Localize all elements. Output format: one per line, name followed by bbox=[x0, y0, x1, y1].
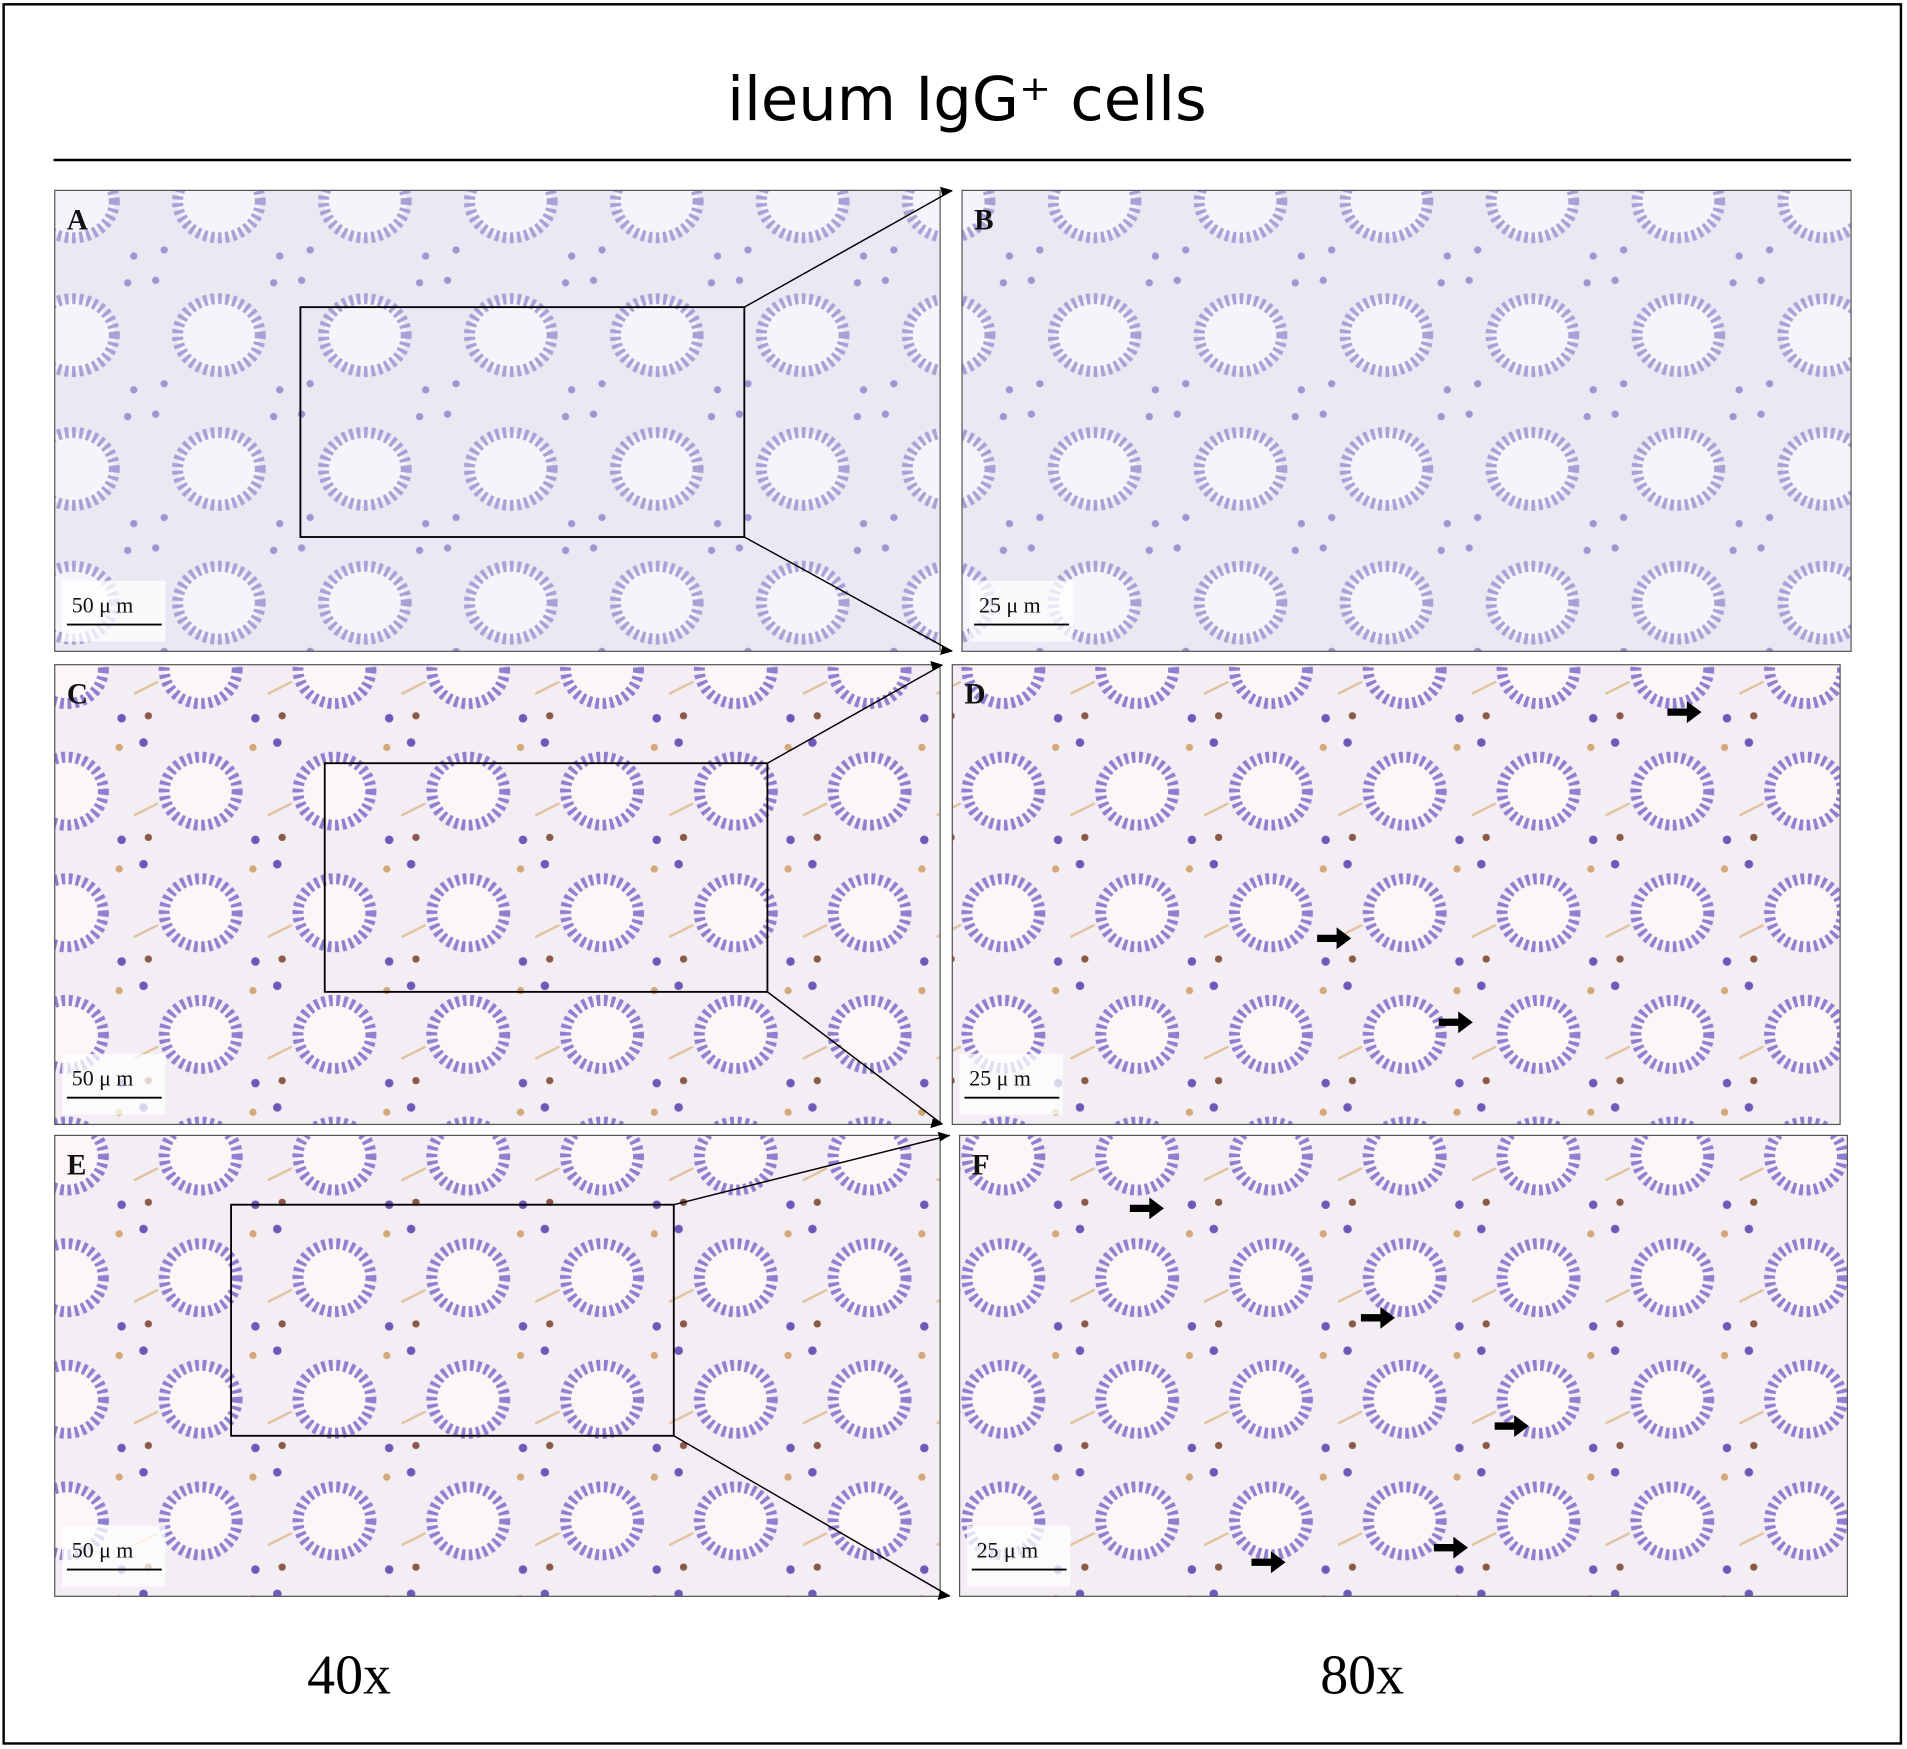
scale-bar-bg bbox=[62, 580, 166, 642]
scale-bar-bg bbox=[969, 580, 1073, 642]
micrograph bbox=[54, 189, 941, 652]
micrograph bbox=[958, 1134, 1849, 1597]
connector bbox=[743, 189, 953, 308]
connector bbox=[766, 991, 943, 1126]
inset-box bbox=[323, 762, 769, 993]
cell-arrow bbox=[1317, 927, 1352, 950]
connector bbox=[673, 1435, 951, 1597]
arrowhead bbox=[940, 645, 953, 655]
scale-bar-bg bbox=[62, 1053, 166, 1115]
cell-arrow bbox=[1360, 1306, 1395, 1329]
scale-bar-bg bbox=[959, 1053, 1063, 1115]
scale-bar-label: 25 μ m bbox=[969, 1066, 1031, 1091]
cell-arrow bbox=[1494, 1415, 1529, 1437]
column-label: 40x bbox=[307, 1645, 391, 1707]
cell-arrow bbox=[1251, 1551, 1286, 1574]
micrograph bbox=[961, 189, 1852, 652]
panel-label: F bbox=[972, 1149, 990, 1181]
scale-bar-bg bbox=[62, 1525, 166, 1587]
cell-arrow bbox=[1433, 1536, 1468, 1559]
arrowhead bbox=[937, 1590, 950, 1600]
figure-title: ileum IgG⁺ cells bbox=[727, 65, 1207, 135]
connector bbox=[743, 536, 953, 652]
cell-arrow bbox=[1129, 1197, 1164, 1220]
micrograph bbox=[54, 1134, 941, 1597]
micrograph bbox=[54, 664, 941, 1126]
panel-label: C bbox=[67, 679, 88, 711]
column-label: 80x bbox=[1320, 1645, 1404, 1707]
connector bbox=[767, 664, 943, 764]
arrowhead bbox=[930, 661, 943, 671]
arrowhead bbox=[937, 1131, 950, 1142]
inset-box bbox=[230, 1203, 675, 1437]
scale-bar-label: 50 μ m bbox=[72, 1066, 134, 1091]
panel-label: E bbox=[67, 1149, 86, 1181]
micrograph bbox=[951, 664, 1841, 1126]
panel-label: B bbox=[974, 204, 993, 236]
scale-bar-label: 50 μ m bbox=[72, 1537, 134, 1562]
cell-arrow bbox=[1438, 1011, 1473, 1034]
scale-bar-label: 25 μ m bbox=[977, 1537, 1039, 1562]
panel-label: A bbox=[67, 204, 88, 236]
cell-arrow bbox=[1667, 701, 1702, 724]
scale-bar-bg bbox=[966, 1525, 1071, 1587]
arrowhead bbox=[930, 1118, 943, 1129]
connector bbox=[673, 1134, 951, 1206]
panel-label: D bbox=[964, 679, 985, 711]
arrowhead bbox=[940, 186, 953, 197]
outer-border bbox=[2, 3, 1903, 1745]
scale-bar-label: 25 μ m bbox=[979, 592, 1041, 617]
scale-bar-label: 50 μ m bbox=[72, 592, 134, 617]
inset-box bbox=[299, 306, 746, 538]
